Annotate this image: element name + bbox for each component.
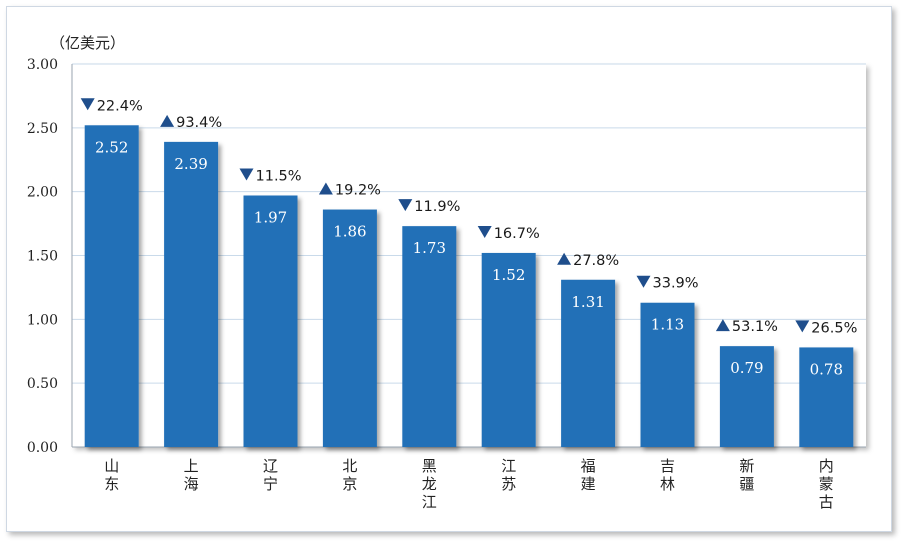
- change-label: 33.9%: [653, 276, 699, 292]
- change-label: 16.7%: [494, 226, 540, 242]
- change-label: 93.4%: [176, 115, 222, 131]
- bar: [84, 125, 139, 447]
- bar: [561, 279, 616, 447]
- bar-value-label: 0.79: [730, 359, 763, 377]
- bar: [402, 226, 457, 447]
- x-category-label: 内蒙古: [819, 457, 834, 511]
- x-category-label: 黑龙江: [422, 457, 437, 511]
- y-tick-label: 1.00: [27, 312, 58, 328]
- bar-value-label: 0.78: [810, 360, 843, 378]
- bar-value-label: 1.52: [492, 266, 525, 284]
- x-category-label: 福建: [581, 457, 596, 493]
- triangle-down-icon: [398, 199, 413, 212]
- labels: （亿美元） 0.00 0.50 1.00 1.50 2.00 2.50 3.00 2.52 22.…: [27, 34, 858, 511]
- triangle-down-icon: [477, 225, 492, 238]
- change-label: 53.1%: [732, 319, 778, 335]
- bar: [799, 347, 854, 447]
- triangle-down-icon: [636, 275, 651, 288]
- change-label: 11.9%: [414, 199, 460, 215]
- bar: [322, 209, 377, 447]
- x-category-label: 山东: [104, 457, 119, 493]
- x-category-label: 北京: [342, 457, 357, 493]
- bar-value-label: 2.39: [174, 155, 207, 173]
- x-category-label: 上海: [184, 457, 199, 493]
- change-label: 22.4%: [97, 98, 143, 114]
- triangle-up-icon: [160, 114, 175, 127]
- triangle-up-icon: [557, 252, 572, 265]
- y-tick-label: 0.00: [27, 440, 58, 456]
- x-category-label: 吉林: [660, 457, 675, 493]
- bar-value-label: 1.31: [571, 293, 604, 311]
- bar-value-label: 1.86: [333, 223, 366, 241]
- y-tick-label: 3.00: [27, 57, 58, 73]
- bars: [84, 125, 854, 448]
- bar-value-label: 2.52: [95, 138, 128, 156]
- bar: [243, 195, 298, 447]
- triangle-down-icon: [80, 98, 95, 111]
- y-tick-label: 0.50: [27, 376, 58, 392]
- change-label: 26.5%: [811, 320, 857, 336]
- bar-value-label: 1.73: [413, 239, 446, 257]
- x-category-label: 江苏: [501, 457, 516, 493]
- bar: [164, 141, 219, 448]
- bar: [481, 252, 536, 447]
- y-tick-label: 2.50: [27, 121, 58, 137]
- y-tick-label: 2.00: [27, 185, 58, 201]
- triangle-up-icon: [318, 182, 333, 195]
- bar: [719, 346, 774, 447]
- bar: [640, 302, 695, 447]
- unit-label: （亿美元）: [50, 34, 125, 52]
- triangle-down-icon: [239, 168, 254, 181]
- triangle-down-icon: [795, 320, 810, 333]
- change-label: 27.8%: [573, 253, 619, 269]
- change-label: 11.5%: [256, 168, 302, 184]
- x-category-label: 新疆: [739, 457, 754, 493]
- triangle-up-icon: [715, 319, 730, 332]
- bar-value-label: 1.97: [254, 208, 287, 226]
- bar-value-label: 1.13: [651, 316, 684, 334]
- change-label: 19.2%: [335, 183, 381, 199]
- y-tick-label: 1.50: [27, 249, 58, 265]
- x-category-label: 辽宁: [263, 457, 278, 493]
